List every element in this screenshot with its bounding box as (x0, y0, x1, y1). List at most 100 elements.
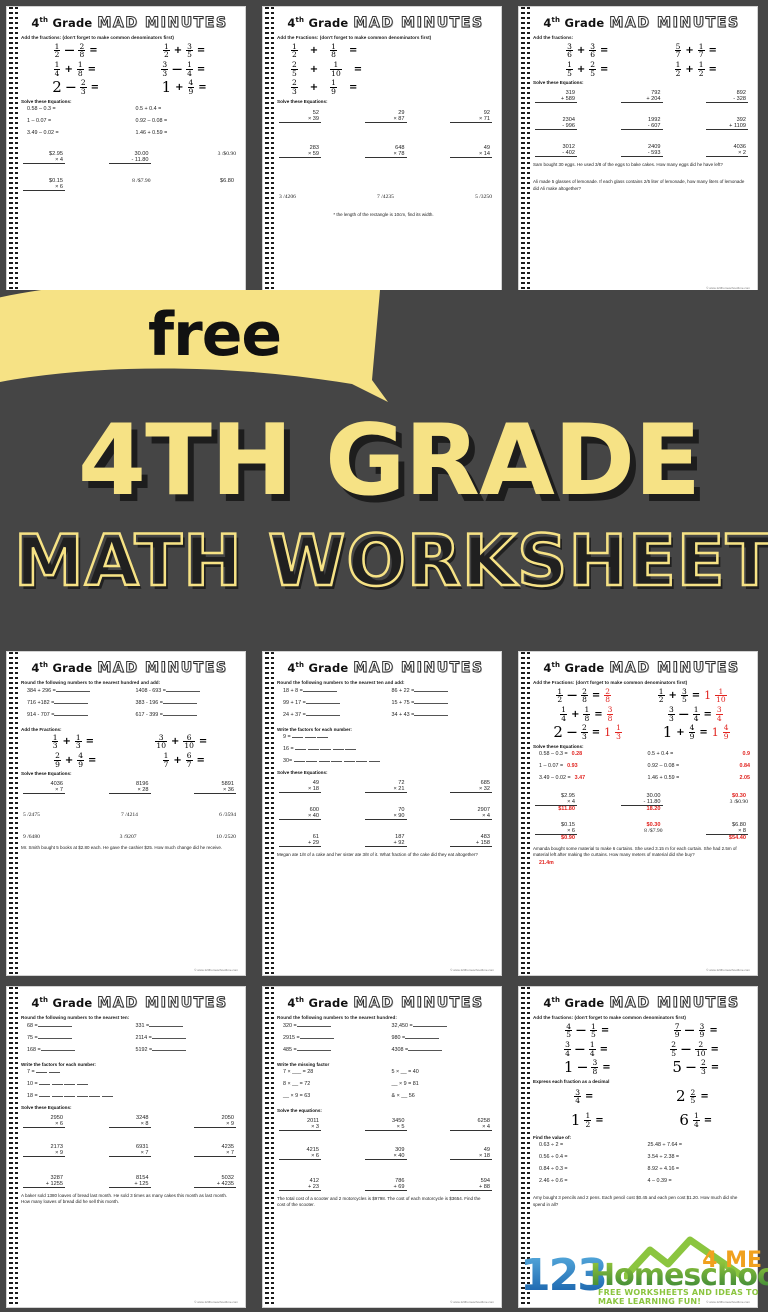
problem: 716 +182 = (21, 700, 130, 706)
problem: 1408 - 693 = (130, 688, 239, 694)
problem: 0.84 ÷ 0.3 = (539, 1166, 568, 1173)
fraction-equation: 3 4 = (574, 1087, 594, 1106)
problem: 1.46 + 0.59 = (135, 129, 168, 136)
problem: 0.92 – 0.08 = (135, 117, 168, 124)
vertical-problem: 6258 × 4 (450, 1118, 492, 1131)
division-problem: $0.30 3 /$0.90 (729, 792, 748, 805)
worksheet-title: 4th Grade MAD MINUTES (21, 14, 238, 32)
vertical-problem: 187 + 92 (364, 834, 407, 847)
problem: 18 + 8 = (277, 688, 386, 694)
problem: 168 = (21, 1047, 130, 1053)
factor-problem: 30= (277, 758, 494, 764)
word-problem: Mr. Smith bought 5 books at $2.80 each. … (21, 845, 223, 851)
vertical-problem: 61 + 29 (279, 834, 321, 847)
vertical-problem: 4036 × 7 (23, 781, 65, 795)
fraction-equation: 1 1 2 = (570, 1110, 604, 1129)
section-label: Write the factors for each number: (21, 1061, 96, 1067)
fraction-equation: 4 5—1 5 = (565, 1021, 610, 1040)
worksheet-r3c2[interactable]: 4th Grade MAD MINUTES Round the following… (256, 980, 512, 1312)
section-label: Solve these Equations: (277, 769, 328, 775)
problem: 2.46 ÷ 0.6 = (539, 1178, 568, 1185)
worksheet-r3c3[interactable]: 4th Grade MAD MINUTES Add the fractions: … (512, 980, 768, 1312)
word-problem: * the length of the rectangle is 10cm, f… (333, 211, 434, 217)
decimal-problems: 0.58 – 0.3 = 0.28 1 – 0.07 = 0.93 3.49 – 0… (533, 751, 750, 787)
worksheet-instruction: Round the following numbers to the neare… (21, 680, 161, 685)
worksheet-instruction: Round the following numbers to the neare… (277, 1015, 397, 1020)
worksheet-r1c1[interactable]: 4th Grade MAD MINUTES Add the fractions: … (0, 0, 256, 298)
fraction-equation: 1—3 8 = (563, 1057, 611, 1076)
fraction-row: 3 4—1 4 = 2 5—2 10 = (533, 1041, 750, 1057)
vertical-problem: 3012- 402 (535, 144, 577, 158)
factor-problem: 16 = (277, 746, 494, 752)
vertical-problem: 892- 328 (706, 90, 748, 104)
vertical-problem: 412 + 23 (279, 1178, 321, 1191)
vertical-problem: 648 × 78 (364, 145, 407, 158)
stack-row: $0.15 × 6 $0.90 $0.30 8 /$7.90 $6.80 × 8 $54.… (535, 822, 748, 841)
fraction-equation: 2 9 +4 9 = (54, 751, 97, 769)
section-label: Solve these Equations: (21, 1104, 72, 1110)
decimal-problems: 0.58 – 0.3 = 1 – 0.07 = 3.49 – 0.02 = 0.… (21, 106, 238, 142)
rounding-problems: 18 + 8 = 99 + 17 = 24 + 37 = 86 + 22 = 1… (277, 688, 494, 724)
vertical-problem: $2.95 × 4 $11.80 (535, 793, 577, 812)
factor-problem: 7 = (21, 1069, 238, 1075)
division-problem: 3 /4206 (279, 193, 296, 200)
stack-row: 3287 + 1255 8154 + 125 5032 + 4235 (23, 1175, 236, 1188)
worksheet-r1c2[interactable]: 4th Grade MAD MINUTES Add the Fractions: … (256, 0, 512, 298)
worksheet-r2c1[interactable]: 4th Grade MAD MINUTES Round the following… (0, 645, 256, 980)
vertical-problem: 30.00- 11.80 (108, 151, 151, 164)
worksheet-credit: © www.123homeschool4me.com (706, 1300, 750, 1304)
fraction-equation: 2—2 3 = (52, 77, 99, 96)
vertical-problem: 392 + 1109 (706, 117, 748, 131)
stack-row: 61 + 29 187 + 92 483 + 158 (279, 834, 492, 847)
worksheet-title: 4th Grade MAD MINUTES (287, 15, 484, 32)
worksheet-instruction: Round the following numbers to the neare… (277, 680, 405, 685)
worksheet-r1c3[interactable]: 4th Grade MAD MINUTES Add the fractions: … (512, 0, 768, 298)
vertical-problem: 8196 × 28 (108, 781, 151, 795)
worksheet-paper: 4th Grade MAD MINUTES Add the fractions: … (6, 6, 246, 294)
fraction-row: 1 2 +1 8 = (277, 43, 494, 59)
problem: 1 – 0.07 = 0.93 (539, 762, 578, 769)
problem: __ × 9 = 63 (283, 1092, 311, 1099)
worksheet-r3c1[interactable]: 4th Grade MAD MINUTES Round the following… (0, 980, 256, 1312)
fraction-equation: 6 1 4 = (679, 1110, 713, 1129)
worksheet-madminutes-label: MAD MINUTES (97, 15, 228, 32)
vertical-problem: 2409- 593 (620, 144, 663, 158)
fraction-equation: 7 9—3 9 = (673, 1021, 718, 1040)
section-label: Express each fraction as a decimal (533, 1078, 610, 1084)
problem: 75 = (21, 1035, 130, 1041)
division-problem: 7 /4235 (377, 193, 394, 200)
vertical-problem: 70 × 90 (364, 807, 407, 820)
problem: 383 - 196 = (130, 700, 239, 706)
problem: 320 = (277, 1023, 386, 1029)
worksheet-instruction: Add the Fractions: (don't forget to make… (277, 35, 432, 40)
vertical-problem: 594 + 88 (450, 1178, 492, 1191)
spiral-binding-icon (521, 652, 530, 975)
word-problem: Megan ate 1/8 of a cake and her sister a… (277, 851, 478, 857)
spiral-binding-icon (521, 987, 530, 1307)
fraction-equation: 3 4—1 4 = (564, 1040, 609, 1058)
worksheet-title: 4th Grade MAD MINUTES (543, 660, 740, 677)
problem: 3.49 – 0.02 = 3.47 (539, 774, 586, 781)
worksheet-r2c3-answer-key[interactable]: 4th Grade MAD MINUTES Add the Fractions: … (512, 645, 768, 980)
fraction-row: 2—2 3 = 1 1 3 1 +4 9 = 1 4 9 (533, 724, 750, 740)
vertical-problem: 792 + 204 (620, 90, 663, 104)
stack-row: 319 + 589 792 + 204 892- 328 (535, 90, 748, 104)
stack-row: 4036 × 7 8196 × 28 5891 × 36 (23, 781, 236, 795)
spiral-binding-icon (9, 987, 18, 1307)
vertical-problem: 2950 × 6 (23, 1115, 65, 1128)
section-label: Solve these Equations: (21, 771, 72, 777)
section-label: Solve these Equations: (533, 80, 584, 86)
fraction-equation: 2—2 3 = 1 1 3 (553, 722, 622, 741)
fraction-equation: 5 7 +1 7 = (674, 41, 717, 60)
worksheet-r2c2[interactable]: 4th Grade MAD MINUTES Round the following… (256, 645, 512, 980)
word-problem: Amy bought 3 pencils and 2 pens. Each pe… (533, 1195, 738, 1207)
fraction-equation: 1 2 +3 5 = 1 1 10 (657, 686, 727, 705)
problem: 384 + 296 = (21, 688, 130, 694)
fraction-row: 1 4 +1 8 = 3 3—1 4 = (21, 61, 238, 77)
fraction-equation: 2 5—2 10 = (670, 1040, 719, 1058)
worksheet-instruction: Round the following numbers to the neare… (21, 1015, 130, 1020)
worksheet-paper: 4th Grade MAD MINUTES Add the fractions: … (518, 6, 758, 294)
worksheet-paper: 4th Grade MAD MINUTES Round the following… (6, 986, 246, 1308)
vertical-problem: 6931 × 7 (108, 1144, 151, 1157)
